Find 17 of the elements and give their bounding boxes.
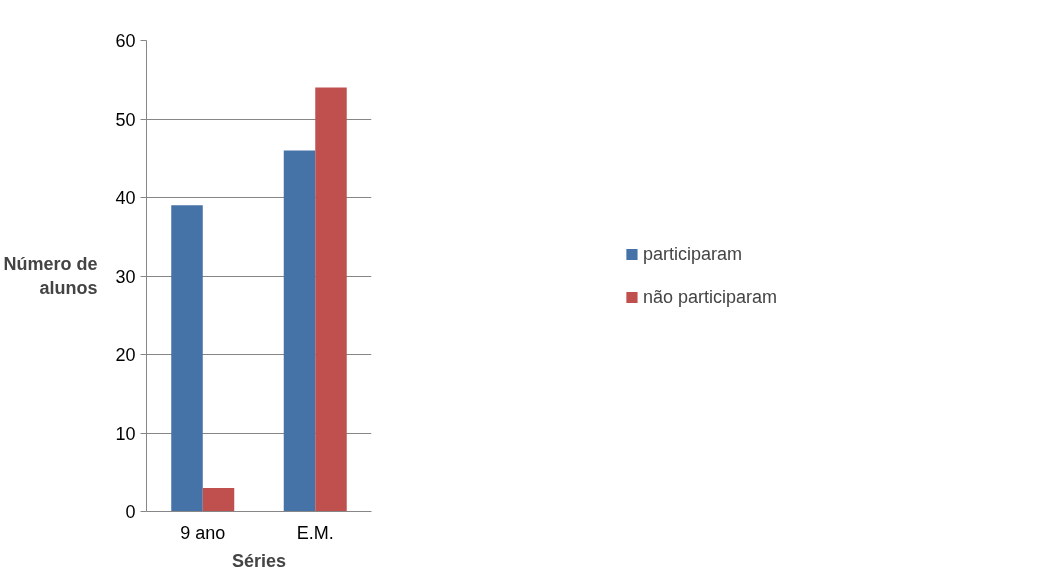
bar <box>171 205 203 512</box>
y-tick-label: 20 <box>115 345 136 365</box>
bar <box>283 150 316 512</box>
y-tick-label: 40 <box>115 188 136 208</box>
bar <box>315 87 347 512</box>
y-tick-label: 60 <box>115 31 136 51</box>
y-tick-label: 0 <box>125 502 136 522</box>
bar <box>202 487 235 512</box>
x-axis-title: Séries <box>231 550 287 571</box>
y-tick-label: 10 <box>115 423 136 444</box>
y-axis-title: Número de alunos <box>3 254 98 298</box>
legend-label: participaram <box>642 243 743 265</box>
y-tick-label: 50 <box>115 109 136 130</box>
legend-label: não participaram <box>642 286 778 308</box>
y-tick-label: 30 <box>115 266 136 287</box>
x-tick-label: 9 ano <box>180 522 226 543</box>
x-tick-label: E.M. <box>296 522 334 543</box>
